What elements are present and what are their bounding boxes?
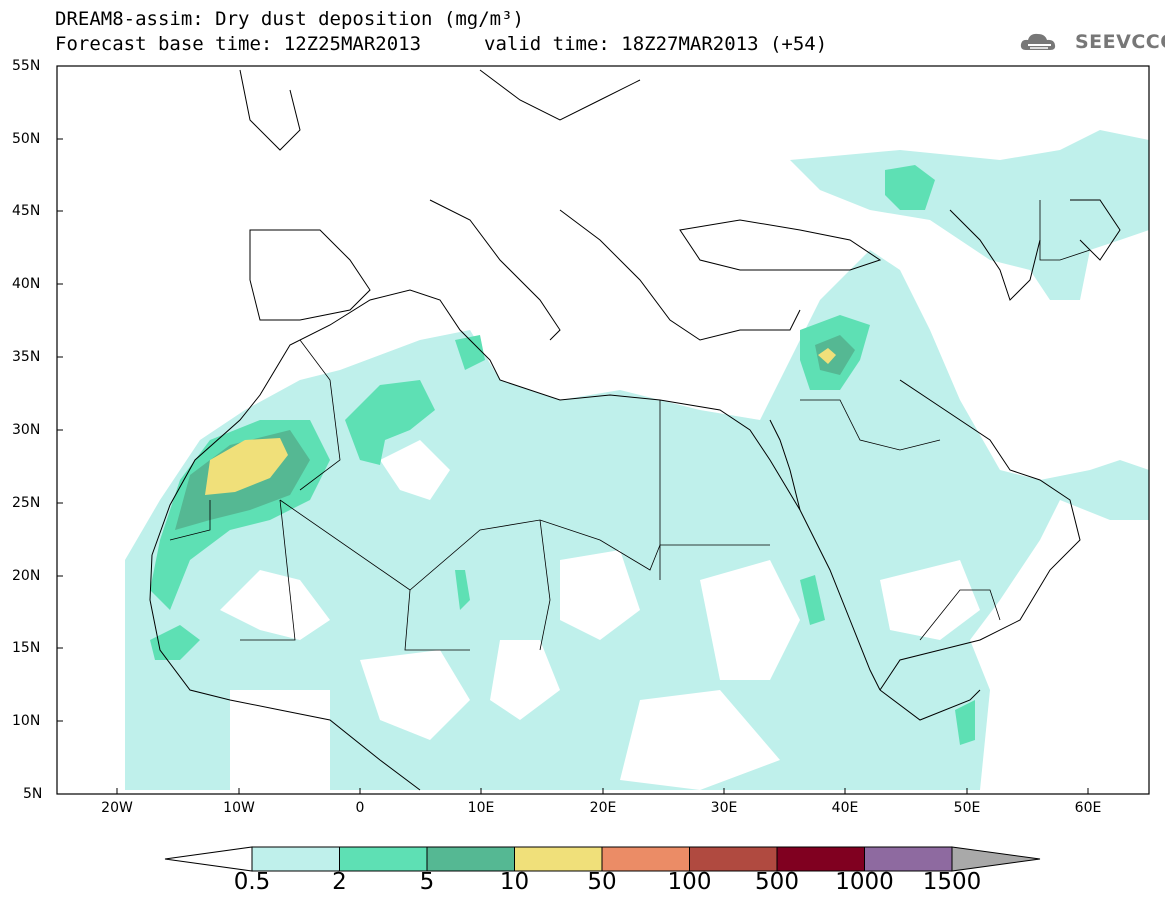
lat-label: 5N (23, 786, 43, 802)
legend-colorbar (164, 846, 1041, 872)
legend-arrow-left (164, 846, 253, 872)
lon-label: 20E (589, 800, 617, 816)
forecast-base-time: Forecast base time: 12Z25MAR2013 (55, 33, 422, 55)
lat-label: 40N (12, 276, 41, 292)
country-borders (169, 200, 1091, 651)
lat-label: 25N (12, 495, 41, 511)
logo-text: SEEVCCC (1075, 31, 1165, 53)
map-title: DREAM8-assim: Dry dust deposition (mg/m³… (55, 8, 524, 30)
lat-label: 15N (12, 640, 41, 656)
legend-label: 1500 (922, 869, 982, 895)
lat-label: 10N (12, 713, 41, 729)
legend-label: 0.5 (233, 869, 271, 895)
legend-label: 50 (587, 869, 617, 895)
lat-label: 35N (12, 349, 41, 365)
legend-label: 5 (419, 869, 435, 895)
legend-label: 100 (667, 869, 712, 895)
dust-level-10-50 (205, 348, 836, 495)
legend-arrow-right (951, 846, 1041, 872)
lat-label: 20N (12, 568, 41, 584)
valid-time: valid time: 18Z27MAR2013 (+54) (484, 33, 828, 55)
dust-free-areas (220, 290, 1149, 790)
legend-label: 500 (755, 869, 799, 895)
lat-label: 50N (12, 131, 41, 147)
legend-label: 10 (499, 869, 530, 895)
lat-label: 45N (12, 203, 41, 219)
lon-label: 10E (467, 800, 495, 816)
lon-label: 40E (831, 800, 859, 816)
lon-label: 60E (1074, 800, 1102, 816)
lon-label: 0 (355, 800, 365, 816)
lon-label: 10W (223, 800, 255, 816)
lon-label: 30E (710, 800, 738, 816)
axis-ticks (57, 65, 1089, 794)
legend-label: 2 (332, 869, 347, 895)
lon-label: 50E (953, 800, 981, 816)
lat-label: 55N (12, 58, 41, 74)
legend-label: 1000 (835, 869, 894, 895)
coastlines (149, 69, 1121, 791)
lon-label: 20W (101, 800, 133, 816)
lat-label: 30N (12, 422, 41, 438)
cloud-logo-icon (1020, 33, 1056, 50)
